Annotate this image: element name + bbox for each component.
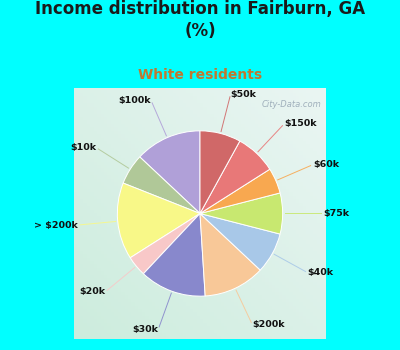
Wedge shape <box>123 157 200 214</box>
Text: $20k: $20k <box>79 287 105 296</box>
Text: $30k: $30k <box>132 325 158 334</box>
Text: $75k: $75k <box>323 209 349 218</box>
Wedge shape <box>140 131 200 214</box>
Wedge shape <box>200 131 240 214</box>
Text: $10k: $10k <box>70 143 96 152</box>
Wedge shape <box>200 214 260 296</box>
Text: $60k: $60k <box>313 160 339 169</box>
Wedge shape <box>144 214 205 296</box>
Wedge shape <box>200 169 280 214</box>
Wedge shape <box>130 214 200 274</box>
Text: White residents: White residents <box>138 68 262 82</box>
Wedge shape <box>200 214 280 270</box>
Wedge shape <box>117 183 200 258</box>
Wedge shape <box>200 141 270 214</box>
Text: > $200k: > $200k <box>34 220 78 230</box>
Text: $40k: $40k <box>308 268 334 277</box>
Text: $150k: $150k <box>284 119 317 128</box>
Text: Income distribution in Fairburn, GA
(%): Income distribution in Fairburn, GA (%) <box>35 0 365 40</box>
Text: City-Data.com: City-Data.com <box>261 100 321 109</box>
Text: $200k: $200k <box>252 320 285 329</box>
Text: $50k: $50k <box>230 90 256 99</box>
Wedge shape <box>200 193 283 234</box>
Text: $100k: $100k <box>118 96 151 105</box>
